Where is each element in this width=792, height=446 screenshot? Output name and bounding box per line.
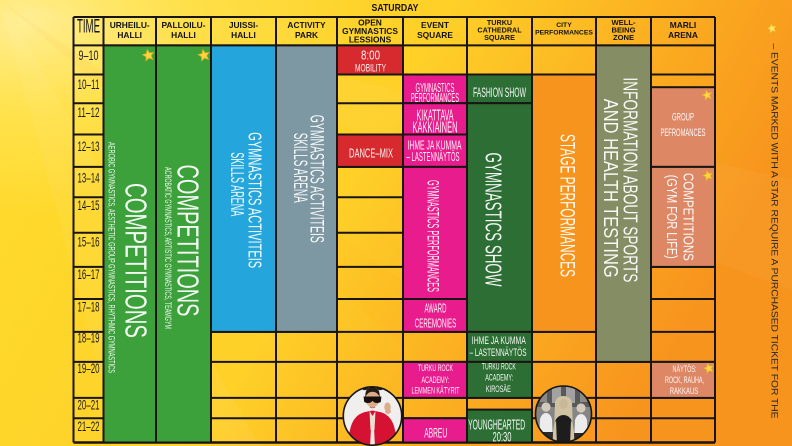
- svg-text:GYMNASTICS ACTIVITEIS: GYMNASTICS ACTIVITEIS: [305, 115, 326, 243]
- svg-text:SATURDAY: SATURDAY: [372, 2, 419, 14]
- svg-text:PERFORMANCES: PERFORMANCES: [411, 90, 459, 105]
- svg-text:CEREMONIES: CEREMONIES: [415, 316, 457, 331]
- svg-text:COMPETITIONS: COMPETITIONS: [119, 183, 154, 338]
- svg-text:INFORMATION ABOUT SPORTS: INFORMATION ABOUT SPORTS: [619, 77, 642, 282]
- svg-text:CITY: CITY: [556, 22, 572, 29]
- svg-text:MARLI: MARLI: [670, 20, 697, 30]
- svg-text:15–16: 15–16: [78, 234, 100, 250]
- svg-text:GYMNASTICS: GYMNASTICS: [416, 80, 455, 95]
- svg-text:CATHEDRAL: CATHEDRAL: [477, 26, 522, 35]
- svg-text:HALLI: HALLI: [171, 30, 196, 40]
- svg-text:– LASTENNÄYTÖS: – LASTENNÄYTÖS: [470, 347, 527, 359]
- svg-text:COMPETITIONS: COMPETITIONS: [171, 165, 206, 317]
- svg-text:FASHION SHOW: FASHION SHOW: [473, 85, 526, 100]
- svg-text:9–10: 9–10: [79, 47, 99, 63]
- svg-text:HALLI: HALLI: [231, 30, 256, 40]
- svg-text:ACTIVITY: ACTIVITY: [287, 20, 326, 30]
- svg-text:EVENT: EVENT: [421, 20, 450, 30]
- svg-text:URHEILU-: URHEILU-: [110, 20, 150, 30]
- svg-text:ACROBATIC GYMNASTICS, ARTISTIC: ACROBATIC GYMNASTICS, ARTISTIC GYMNASTIC…: [163, 167, 173, 329]
- svg-text:MOBILITY: MOBILITY: [355, 62, 386, 74]
- svg-text:13–14: 13–14: [78, 170, 100, 186]
- svg-text:– LASTENNÄYTÖS: – LASTENNÄYTÖS: [407, 150, 460, 164]
- svg-text:YOUNGHEARTED: YOUNGHEARTED: [468, 418, 525, 434]
- svg-text:AND HEALTH TESTING: AND HEALTH TESTING: [599, 99, 622, 278]
- svg-text:21–22: 21–22: [78, 418, 100, 434]
- svg-text:TURKU ROCK: TURKU ROCK: [482, 362, 516, 373]
- svg-text:ZONE: ZONE: [613, 33, 634, 42]
- svg-text:SQUARE: SQUARE: [417, 30, 453, 40]
- svg-text:OPEN: OPEN: [358, 18, 382, 28]
- svg-text:GROUP: GROUP: [672, 112, 694, 124]
- svg-text:TIME: TIME: [77, 17, 100, 38]
- svg-text:RAKKAUS: RAKKAUS: [670, 386, 699, 396]
- svg-text:AWARD: AWARD: [425, 301, 447, 316]
- svg-text:BEING: BEING: [611, 26, 635, 35]
- svg-text:18–19: 18–19: [78, 330, 100, 346]
- svg-text:STAGE PERFORMANCES: STAGE PERFORMANCES: [556, 134, 579, 277]
- svg-text:AEROBIC GYMNASTICS, AESTHETIC: AEROBIC GYMNASTICS, AESTHETIC GROUP GYMN…: [107, 142, 117, 373]
- svg-text:COMPETITIONS: COMPETITIONS: [680, 173, 696, 261]
- svg-text:TURKU: TURKU: [487, 18, 512, 27]
- svg-text:GYMNASTICS SHOW: GYMNASTICS SHOW: [481, 153, 507, 287]
- svg-text:LESSIONS: LESSIONS: [349, 35, 392, 45]
- svg-text:ACADEMY:: ACADEMY:: [422, 375, 450, 386]
- svg-text:KIROSÄE: KIROSÄE: [486, 384, 511, 395]
- svg-text:KIKATTAVA: KIKATTAVA: [417, 108, 454, 125]
- svg-text:TURKU ROCK: TURKU ROCK: [418, 363, 453, 374]
- svg-text:ROCK, RAUHA,: ROCK, RAUHA,: [665, 375, 704, 385]
- svg-text:ABREU: ABREU: [424, 426, 447, 441]
- svg-text:GYMNASTICS: GYMNASTICS: [342, 26, 398, 36]
- svg-text:14–15: 14–15: [78, 197, 100, 213]
- svg-text:PARK: PARK: [295, 30, 318, 40]
- svg-text:SQUARE: SQUARE: [484, 33, 515, 42]
- svg-text:16–17: 16–17: [78, 266, 100, 282]
- svg-text:8:00: 8:00: [361, 48, 380, 63]
- svg-text:JUISSI-: JUISSI-: [229, 20, 259, 30]
- svg-text:SKILLS ARENA: SKILLS ARENA: [289, 133, 310, 203]
- svg-text:ARENA: ARENA: [668, 30, 698, 40]
- svg-text:SKILLS ARENA: SKILLS ARENA: [227, 152, 248, 216]
- svg-text:– EVENTS MARKED WITH A STAR RE: – EVENTS MARKED WITH A STAR REQUIRE A PU…: [769, 44, 780, 419]
- svg-text:(GYM FOR LIFE): (GYM FOR LIFE): [663, 175, 680, 259]
- svg-text:GYMNASTICS ACTIVITEIS: GYMNASTICS ACTIVITEIS: [245, 132, 266, 268]
- svg-text:PERFORMANCES: PERFORMANCES: [535, 30, 593, 37]
- svg-text:17–18: 17–18: [78, 299, 100, 315]
- svg-text:DANCE–MIX: DANCE–MIX: [349, 146, 393, 161]
- svg-text:20–21: 20–21: [78, 397, 100, 413]
- svg-text:KAKKIAINEN: KAKKIAINEN: [413, 120, 458, 137]
- svg-text:19–20: 19–20: [78, 360, 100, 376]
- svg-text:WELL-: WELL-: [611, 18, 636, 27]
- svg-text:PEFROMANCES: PEFROMANCES: [661, 127, 706, 139]
- svg-text:IHME JA KUMMA: IHME JA KUMMA: [472, 335, 526, 347]
- svg-text:20:30: 20:30: [493, 428, 512, 444]
- svg-text:NÄYTÖS:: NÄYTÖS:: [673, 364, 697, 374]
- svg-text:12–13: 12–13: [78, 138, 100, 154]
- svg-text:GYMNASTICS PERFORMANCES: GYMNASTICS PERFORMANCES: [424, 180, 443, 292]
- svg-text:IHME JA KUMMA: IHME JA KUMMA: [408, 139, 462, 153]
- svg-text:LEMMEN KÄTYRIT: LEMMEN KÄTYRIT: [412, 386, 460, 397]
- svg-text:PALLOILU-: PALLOILU-: [161, 20, 205, 30]
- svg-text:ACADEMY:: ACADEMY:: [485, 373, 513, 384]
- svg-text:11–12: 11–12: [78, 104, 100, 120]
- svg-text:10–11: 10–11: [78, 76, 100, 92]
- svg-text:HALLI: HALLI: [117, 30, 142, 40]
